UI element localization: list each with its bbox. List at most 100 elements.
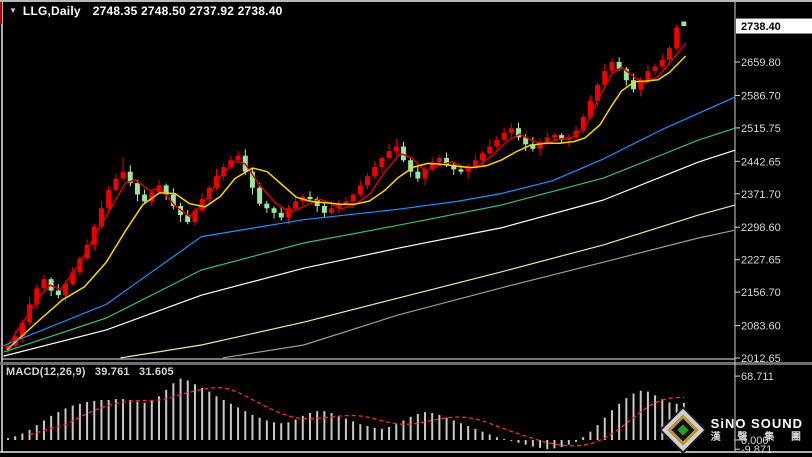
candle-body <box>523 137 529 145</box>
ma-fast-red-line <box>6 42 687 347</box>
candle-body <box>602 71 608 85</box>
candle-body <box>623 68 629 81</box>
ma-green-line <box>3 127 736 353</box>
macd-name: MACD(12,26,9) <box>6 366 86 378</box>
candle-body <box>156 185 162 193</box>
macd-main-value: 39.761 <box>94 366 130 378</box>
candle-body <box>444 157 450 165</box>
macd-signal-value: 31.605 <box>139 366 174 378</box>
price-tick-label: 2371.70 <box>741 189 781 201</box>
candle-body <box>228 160 234 168</box>
candle-body <box>106 189 112 209</box>
candle-body <box>113 178 119 190</box>
candle-body <box>5 345 11 351</box>
candle-body <box>487 146 493 154</box>
candle-body <box>372 167 378 177</box>
sino-sound-diamond-logo-icon <box>661 408 704 452</box>
candle-body <box>393 146 399 152</box>
macd-tick-label: 68.711 <box>741 371 774 383</box>
candle-body <box>631 80 637 90</box>
chart-collapse-arrow-icon[interactable]: ▼ <box>9 6 17 15</box>
candle-body <box>127 171 133 184</box>
current-price-value: 2738.40 <box>741 21 781 33</box>
brand-name: SiNO SOUND <box>710 415 803 431</box>
candle-body <box>408 160 414 172</box>
ma-mid-yellow-line <box>6 55 687 350</box>
price-tick-label: 2227.65 <box>741 255 781 267</box>
candle-body <box>293 201 299 209</box>
macd-indicator-label: MACD(12,26,9) 39.761 31.605 <box>6 366 180 378</box>
chart-title-bar: ▼ LLG,Daily 2748.35 2748.50 2737.92 2738… <box>5 4 282 18</box>
candle-body <box>429 162 435 170</box>
candle-body <box>350 194 356 202</box>
candle-body <box>587 100 593 117</box>
candle-body <box>472 160 478 168</box>
candle-body <box>307 196 313 200</box>
candle-body <box>465 167 471 172</box>
price-tick-label: 2586.70 <box>741 90 781 102</box>
price-tick-label: 2012.65 <box>741 353 781 365</box>
candle-body <box>681 21 687 27</box>
price-tick-label: 2156.70 <box>741 287 781 299</box>
ma-gray-line <box>222 229 736 359</box>
candle-body <box>70 272 76 284</box>
candle-body <box>249 171 255 188</box>
candle-body <box>595 84 601 101</box>
candle-body <box>494 139 500 147</box>
candle-body <box>84 244 90 259</box>
candle-body <box>329 208 335 213</box>
candle-body <box>501 132 507 140</box>
candle-body <box>34 288 40 305</box>
candle-body <box>221 167 227 177</box>
candle-body <box>638 80 644 90</box>
candle-body <box>120 171 126 179</box>
candle-body <box>379 157 385 168</box>
brand-name-chinese: 漢 聲 集 團 <box>710 431 808 443</box>
macd-tick-label: 0.000 <box>741 435 769 447</box>
candle-body <box>666 48 672 60</box>
candle-body <box>27 304 33 323</box>
window-top-edge <box>0 0 812 2</box>
candle-body <box>170 194 176 206</box>
candle-body <box>192 210 198 222</box>
candle-body <box>343 201 349 204</box>
candle-body <box>422 169 428 179</box>
candle-body <box>508 128 514 133</box>
candle-body <box>185 215 191 222</box>
candle-body <box>537 141 543 149</box>
candle-body <box>559 135 565 140</box>
candle-body <box>257 187 263 204</box>
candle-body <box>616 61 622 69</box>
candle-body <box>544 137 550 142</box>
candle-body <box>458 169 464 172</box>
ohlc-quote-label: 2748.35 2748.50 2737.92 2738.40 <box>92 4 283 18</box>
candle-body <box>551 135 557 138</box>
ma-cream-line <box>120 204 736 359</box>
candle-body <box>55 290 61 296</box>
candle-body <box>149 192 155 202</box>
broker-watermark: SiNO SOUND 漢 聲 集 團 <box>661 408 808 452</box>
candle-body <box>163 185 169 195</box>
candle-body <box>674 27 680 49</box>
candle-body <box>77 258 83 273</box>
macd-tick-label: -9.871 <box>741 444 772 456</box>
candle-body <box>336 203 342 209</box>
candle-body <box>235 155 241 161</box>
candle-body <box>436 157 442 163</box>
candle-body <box>645 71 651 81</box>
candle-body <box>659 59 665 67</box>
candle-body <box>652 66 658 72</box>
candle-body <box>386 151 392 158</box>
candle-body <box>530 144 536 149</box>
candle-body <box>580 116 586 131</box>
candle-body <box>271 208 277 213</box>
candle-body <box>278 212 284 218</box>
price-tick-label: 2083.60 <box>741 321 781 333</box>
candle-body <box>63 283 69 296</box>
candle-body <box>515 128 521 138</box>
candle-body <box>321 205 327 213</box>
candle-body <box>134 183 140 195</box>
candle-body <box>41 279 47 289</box>
